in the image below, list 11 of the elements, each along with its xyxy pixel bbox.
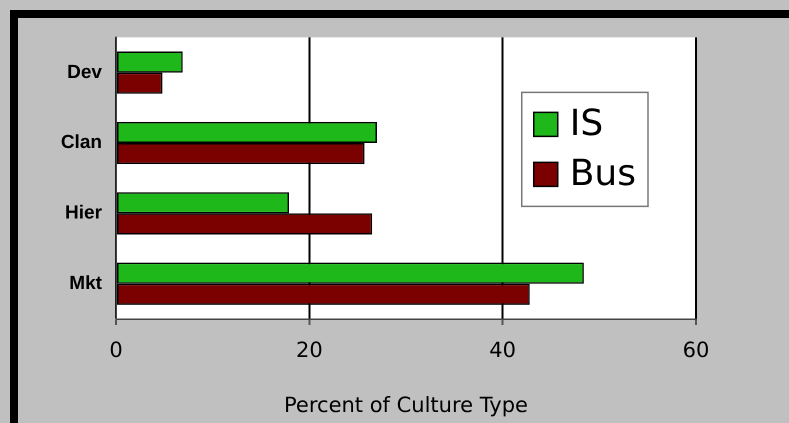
y-tick-label: Hier (65, 202, 103, 224)
y-tick-label: Dev (67, 62, 102, 83)
x-tick-label: 40 (489, 338, 516, 362)
y-tick-label: Mkt (69, 273, 103, 294)
legend-label: Bus (570, 152, 636, 194)
x-tick-label: 60 (682, 338, 710, 362)
y-tick-label: Clan (60, 132, 102, 154)
x-axis-title: Percent of Culture Type (284, 392, 528, 417)
x-tick-label: 0 (109, 338, 123, 362)
x-tick-label: 20 (296, 338, 323, 362)
legend-label: IS (570, 102, 604, 144)
